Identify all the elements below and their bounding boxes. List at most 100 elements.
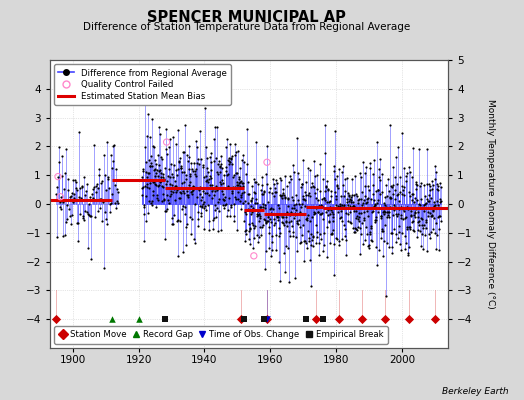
Point <box>257 232 265 238</box>
Point <box>437 198 445 204</box>
Point <box>212 154 220 161</box>
Point <box>414 219 422 225</box>
Point <box>284 245 292 252</box>
Point <box>304 234 313 241</box>
Point <box>422 217 430 223</box>
Point <box>212 214 221 220</box>
Point <box>90 184 99 190</box>
Point <box>318 204 326 210</box>
Point <box>327 230 335 237</box>
Point <box>62 202 71 208</box>
Point <box>248 183 256 190</box>
Point <box>264 211 272 218</box>
Point <box>348 191 356 198</box>
Point <box>398 190 407 197</box>
Point <box>316 188 324 194</box>
Point <box>308 236 316 243</box>
Point <box>255 211 263 217</box>
Point <box>271 231 280 238</box>
Point <box>226 156 235 162</box>
Point <box>358 202 367 209</box>
Point <box>356 251 364 258</box>
Point <box>299 222 308 228</box>
Point <box>389 182 398 188</box>
Point <box>79 215 87 221</box>
Point <box>188 216 196 222</box>
Point <box>254 212 262 218</box>
Point <box>252 139 260 146</box>
Point <box>196 213 205 219</box>
Point <box>215 196 223 202</box>
Point <box>288 205 296 211</box>
Point <box>168 214 176 221</box>
Point <box>230 218 238 224</box>
Point <box>265 224 274 230</box>
Point <box>162 181 170 187</box>
Point <box>212 183 220 190</box>
Point <box>383 214 391 220</box>
Point <box>252 179 260 185</box>
Point <box>301 179 310 185</box>
Point <box>214 208 223 214</box>
Point <box>349 203 357 210</box>
Point <box>350 229 358 235</box>
Point <box>273 213 281 219</box>
Point <box>430 215 438 222</box>
Point <box>396 246 405 253</box>
Point <box>233 226 241 233</box>
Point <box>87 256 95 262</box>
Point <box>195 184 204 190</box>
Point <box>347 176 356 183</box>
Point <box>377 225 386 232</box>
Point <box>209 217 217 223</box>
Point <box>324 187 333 193</box>
Point <box>276 175 285 181</box>
Point <box>380 200 388 206</box>
Point <box>296 240 304 246</box>
Point <box>187 231 195 237</box>
Point <box>332 202 341 209</box>
Point <box>241 228 249 234</box>
Point <box>276 191 285 198</box>
Point <box>139 184 147 191</box>
Point <box>435 196 444 202</box>
Point <box>375 174 383 180</box>
Point <box>365 187 374 193</box>
Point <box>384 212 392 218</box>
Point <box>327 188 335 194</box>
Point <box>149 178 158 185</box>
Point <box>419 204 428 211</box>
Point <box>287 210 295 216</box>
Point <box>330 240 339 247</box>
Point <box>430 199 439 205</box>
Point <box>297 238 305 245</box>
Point <box>173 218 181 224</box>
Point <box>434 214 443 221</box>
Point <box>251 222 259 229</box>
Point <box>401 214 410 220</box>
Point <box>193 160 201 166</box>
Point <box>428 212 436 219</box>
Point <box>384 176 392 182</box>
Point <box>176 189 184 196</box>
Point <box>317 202 325 208</box>
Point <box>216 168 224 175</box>
Point <box>318 210 326 216</box>
Point <box>238 180 246 186</box>
Point <box>184 194 192 200</box>
Point <box>230 172 238 178</box>
Point <box>394 235 402 242</box>
Point <box>418 216 426 222</box>
Point <box>418 221 426 228</box>
Point <box>148 162 156 169</box>
Point <box>421 201 429 207</box>
Point <box>324 207 332 213</box>
Point <box>363 208 371 214</box>
Point <box>310 184 319 190</box>
Point <box>332 195 340 202</box>
Point <box>390 226 398 232</box>
Point <box>138 192 147 198</box>
Point <box>278 219 286 225</box>
Point <box>195 160 203 167</box>
Point <box>382 293 390 300</box>
